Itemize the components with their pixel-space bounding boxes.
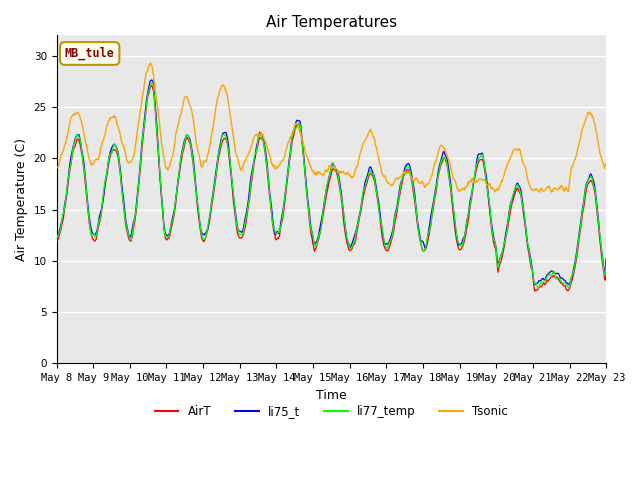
Text: MB_tule: MB_tule [65, 47, 115, 60]
Y-axis label: Air Temperature (C): Air Temperature (C) [15, 138, 28, 261]
Legend: AirT, li75_t, li77_temp, Tsonic: AirT, li75_t, li77_temp, Tsonic [150, 401, 513, 423]
Title: Air Temperatures: Air Temperatures [266, 15, 397, 30]
X-axis label: Time: Time [316, 389, 347, 402]
